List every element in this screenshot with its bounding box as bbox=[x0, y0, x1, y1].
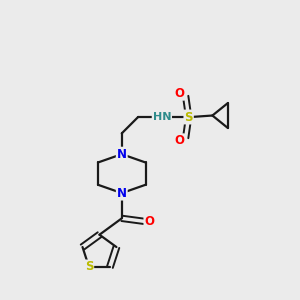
Text: HN: HN bbox=[153, 112, 171, 122]
Text: O: O bbox=[174, 87, 184, 100]
Text: S: S bbox=[184, 110, 193, 124]
Text: S: S bbox=[85, 260, 93, 274]
Text: N: N bbox=[117, 187, 127, 200]
Text: O: O bbox=[144, 215, 154, 228]
Text: N: N bbox=[117, 148, 127, 161]
Text: O: O bbox=[174, 134, 184, 147]
